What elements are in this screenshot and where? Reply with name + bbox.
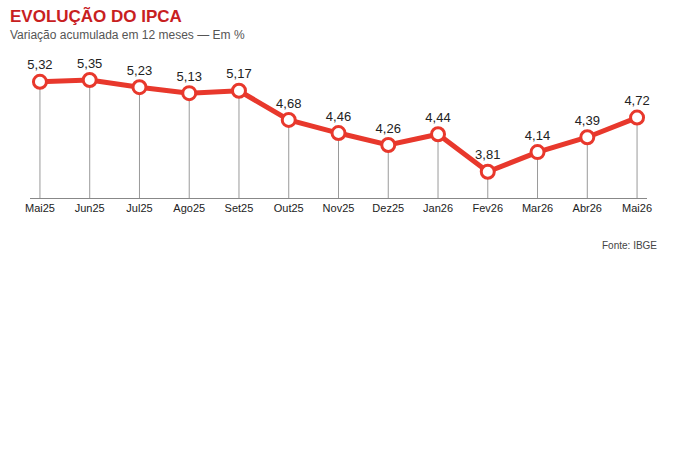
svg-text:5,13: 5,13 [177, 69, 202, 84]
svg-text:Set25: Set25 [225, 202, 254, 214]
svg-text:Ago25: Ago25 [173, 202, 205, 214]
svg-text:5,32: 5,32 [27, 57, 52, 72]
svg-text:4,39: 4,39 [575, 113, 600, 128]
svg-text:Fonte: IBGE: Fonte: IBGE [602, 240, 657, 251]
svg-text:4,44: 4,44 [425, 110, 450, 125]
svg-text:5,35: 5,35 [77, 56, 102, 71]
svg-text:Jun25: Jun25 [75, 202, 105, 214]
svg-text:4,68: 4,68 [276, 96, 301, 111]
svg-text:Abr26: Abr26 [573, 202, 602, 214]
svg-text:Nov25: Nov25 [323, 202, 355, 214]
svg-text:4,72: 4,72 [624, 93, 649, 108]
svg-text:Jul25: Jul25 [126, 202, 152, 214]
svg-text:Jan26: Jan26 [423, 202, 453, 214]
svg-text:4,46: 4,46 [326, 109, 351, 124]
svg-text:Dez25: Dez25 [372, 202, 404, 214]
svg-text:4,14: 4,14 [525, 128, 550, 143]
svg-text:Fev26: Fev26 [472, 202, 503, 214]
svg-text:Mar26: Mar26 [522, 202, 553, 214]
svg-text:3,81: 3,81 [475, 147, 500, 162]
svg-text:4,26: 4,26 [376, 121, 401, 136]
svg-text:Out25: Out25 [274, 202, 304, 214]
svg-text:Mai25: Mai25 [25, 202, 55, 214]
svg-text:EVOLUÇÃO DO IPCA: EVOLUÇÃO DO IPCA [10, 6, 182, 26]
svg-text:Mai26: Mai26 [622, 202, 652, 214]
svg-text:5,17: 5,17 [226, 66, 251, 81]
svg-text:5,23: 5,23 [127, 63, 152, 78]
svg-text:Variação acumulada em 12 meses: Variação acumulada em 12 meses — Em % [10, 28, 245, 42]
